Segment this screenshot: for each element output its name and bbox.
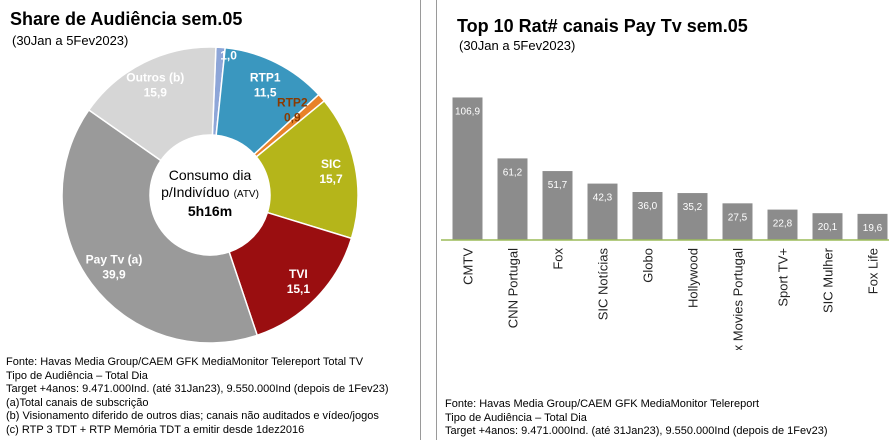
note-line: Fonte: Havas Media Group/CAEM GFK MediaM…: [6, 356, 364, 368]
slice-value-sic: 15,7: [319, 172, 343, 186]
slice-label-rtp1: RTP1: [250, 71, 281, 85]
note-line: (a)Total canais de subscrição: [6, 396, 149, 409]
bar-hollywood: [677, 193, 708, 240]
category-label-hollywood: Hollywood: [686, 248, 701, 308]
category-label-cnn-portugal: CNN Portugal: [506, 248, 521, 328]
center-line2: p/Indivíduo (ATV): [161, 184, 259, 200]
bar-fox: [542, 171, 573, 240]
share-notes: Fonte: Havas Media Group/CAEM GFK MediaM…: [6, 356, 389, 437]
share-panel: Share de Audiência sem.05 (30Jan a 5Fev2…: [0, 0, 421, 440]
category-label-sic-mulher: SIC Mulher: [821, 247, 836, 313]
slice-label-rtp2: RTP2: [277, 95, 308, 109]
note-line: (b) Visionamento diferido de outros dias…: [6, 410, 379, 422]
bar-fox-movies-portugal: [722, 203, 753, 240]
top10-panel: Top 10 Rat# canais Pay Tv sem.05 (30Jan …: [436, 0, 890, 440]
slice-value-pay-tv-a: 39,9: [102, 268, 126, 282]
slice-sic: [255, 99, 359, 240]
category-label-fox-movies-portugal: Fox Movies Portugal: [731, 248, 746, 350]
share-title: Share de Audiência sem.05: [10, 9, 243, 29]
bar-value-fox: 51,7: [548, 180, 568, 191]
note-line: Fonte: Havas Media Group/CAEM GFK MediaM…: [445, 398, 760, 410]
bar-fox-life: [857, 213, 888, 240]
slice-label-tvi: TVI: [289, 267, 308, 281]
bar-value-fox-movies-portugal: 27,5: [728, 212, 748, 223]
bar-value-sic-mulher: 20,1: [818, 222, 838, 233]
slice-tvi: [228, 211, 353, 337]
bar-value-sic-not-cias: 42,3: [593, 193, 613, 204]
slice-value-tdt-c: 1,0: [220, 48, 237, 62]
slice-value-rtp2: 0,9: [284, 110, 301, 124]
bar-value-globo: 36,0: [638, 201, 658, 212]
bar-value-fox-life: 19,6: [863, 223, 883, 234]
category-label-cmtv: CMTV: [461, 248, 476, 285]
slice-pay-tv-a: [61, 108, 259, 344]
bar-sic-mulher: [812, 213, 843, 240]
bar-sport-tv: [767, 209, 798, 240]
note-line: (c) RTP 3 TDT + RTP Memória TDT a emitir…: [6, 423, 305, 436]
category-label-fox-life: Fox Life: [866, 248, 881, 294]
slice-value-tvi: 15,1: [287, 282, 311, 296]
note-line: Tipo de Audiência – Total Dia: [6, 369, 148, 382]
bar-sic-not-cias: [587, 183, 618, 240]
bar-globo: [632, 192, 663, 240]
bar-value-hollywood: 35,2: [683, 202, 703, 213]
note-line: Tipo de Audiência – Total Dia: [445, 411, 587, 424]
note-line: Target +4anos: 9.471.000Ind. (até 31Jan2…: [445, 425, 828, 437]
bar-chart: 106,9 CMTV 61,2 CNN Portugal 51,7 Fox 42,3 SIC …: [441, 97, 889, 350]
slice-value-outros-b: 15,9: [144, 85, 168, 99]
slice-label-sic: SIC: [321, 157, 341, 171]
category-label-globo: Globo: [641, 248, 656, 283]
category-label-fox: Fox: [551, 248, 566, 270]
slice-label-pay-tv-a: Pay Tv (a): [86, 253, 143, 267]
center-line3: 5h16m: [188, 203, 232, 219]
top10-title: Top 10 Rat# canais Pay Tv sem.05: [457, 16, 748, 36]
category-label-sport-tv: Sport TV+: [776, 248, 791, 307]
top10-subtitle: (30Jan a 5Fev2023): [459, 38, 576, 53]
center-line1: Consumo dia: [169, 167, 252, 183]
share-subtitle: (30Jan a 5Fev2023): [12, 33, 129, 48]
slice-label-tdt-c: TDT (c): [208, 33, 249, 47]
bar-value-cmtv: 106,9: [455, 106, 480, 117]
note-line: Target +4anos: 9.471.000Ind. (até 31Jan2…: [6, 383, 389, 395]
bar-value-cnn-portugal: 61,2: [503, 167, 523, 178]
slice-outros-b: [87, 46, 217, 162]
bar-cnn-portugal: [497, 158, 528, 240]
top10-notes: Fonte: Havas Media Group/CAEM GFK MediaM…: [445, 398, 828, 439]
bar-value-sport-tv: 22,8: [773, 219, 793, 230]
slice-label-outros-b: Outros (b): [126, 70, 184, 84]
category-label-sic-not-cias: SIC Notícias: [596, 248, 611, 321]
bar-cmtv: [452, 97, 483, 240]
slice-value-rtp1: 11,5: [254, 86, 277, 100]
